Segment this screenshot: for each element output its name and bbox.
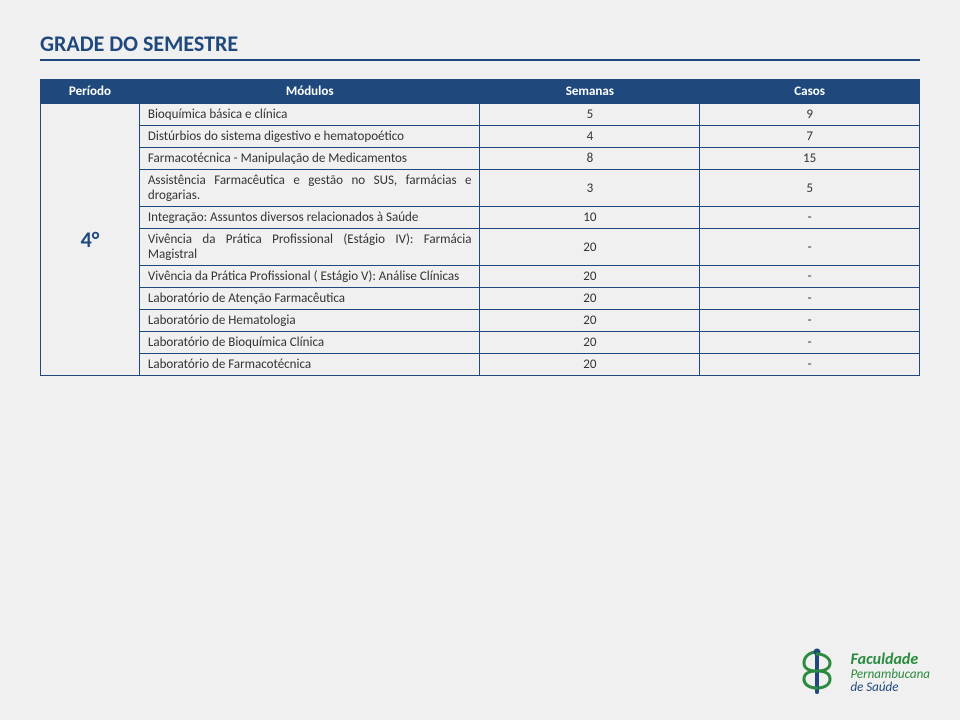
casos-cell: 15 xyxy=(700,148,920,170)
table-row: Laboratório de Atenção Farmacêutica 20 - xyxy=(41,288,920,310)
col-casos: Casos xyxy=(700,80,920,104)
table-row: Vivência da Prática Profissional (Estági… xyxy=(41,229,920,266)
semanas-cell: 20 xyxy=(480,310,700,332)
casos-cell: 7 xyxy=(700,126,920,148)
module-cell: Laboratório de Farmacotécnica xyxy=(139,354,480,376)
table-row: Vivência da Prática Profissional ( Estág… xyxy=(41,266,920,288)
semanas-cell: 20 xyxy=(480,266,700,288)
semanas-cell: 8 xyxy=(480,148,700,170)
semanas-cell: 4 xyxy=(480,126,700,148)
semanas-cell: 20 xyxy=(480,332,700,354)
module-cell: Assistência Farmacêutica e gestão no SUS… xyxy=(139,170,480,207)
casos-cell: - xyxy=(700,354,920,376)
module-cell: Laboratório de Atenção Farmacêutica xyxy=(139,288,480,310)
institution-logo: Faculdade Pernambucana de Saúde xyxy=(794,648,930,698)
table-row: Laboratório de Farmacotécnica 20 - xyxy=(41,354,920,376)
module-cell: Bioquímica básica e clínica xyxy=(139,104,480,126)
semanas-cell: 20 xyxy=(480,229,700,266)
logo-line3: de Saúde xyxy=(850,681,930,694)
table-row: Assistência Farmacêutica e gestão no SUS… xyxy=(41,170,920,207)
casos-cell: - xyxy=(700,229,920,266)
casos-cell: - xyxy=(700,288,920,310)
semanas-cell: 20 xyxy=(480,354,700,376)
casos-cell: - xyxy=(700,332,920,354)
casos-cell: - xyxy=(700,310,920,332)
col-semanas: Semanas xyxy=(480,80,700,104)
col-modulos: Módulos xyxy=(139,80,480,104)
table-row: Farmacotécnica - Manipulação de Medicame… xyxy=(41,148,920,170)
table-row: Integração: Assuntos diversos relacionad… xyxy=(41,207,920,229)
semester-grade-table: Período Módulos Semanas Casos 4° Bioquím… xyxy=(40,79,920,376)
casos-cell: - xyxy=(700,266,920,288)
semanas-cell: 3 xyxy=(480,170,700,207)
casos-cell: 9 xyxy=(700,104,920,126)
table-row: Distúrbios do sistema digestivo e hemato… xyxy=(41,126,920,148)
casos-cell: 5 xyxy=(700,170,920,207)
table-row: Laboratório de Bioquímica Clínica 20 - xyxy=(41,332,920,354)
module-cell: Vivência da Prática Profissional ( Estág… xyxy=(139,266,480,288)
module-cell: Farmacotécnica - Manipulação de Medicame… xyxy=(139,148,480,170)
caduceus-icon xyxy=(794,648,840,698)
logo-text: Faculdade Pernambucana de Saúde xyxy=(850,652,930,694)
col-periodo: Período xyxy=(41,80,140,104)
module-cell: Integração: Assuntos diversos relacionad… xyxy=(139,207,480,229)
table-row: Laboratório de Hematologia 20 - xyxy=(41,310,920,332)
module-cell: Distúrbios do sistema digestivo e hemato… xyxy=(139,126,480,148)
semanas-cell: 5 xyxy=(480,104,700,126)
logo-line1: Faculdade xyxy=(850,652,930,668)
period-cell: 4° xyxy=(41,104,140,376)
semanas-cell: 20 xyxy=(480,288,700,310)
casos-cell: - xyxy=(700,207,920,229)
section-title: GRADE DO SEMESTRE xyxy=(40,30,920,61)
semanas-cell: 10 xyxy=(480,207,700,229)
table-row: 4° Bioquímica básica e clínica 5 9 xyxy=(41,104,920,126)
module-cell: Laboratório de Bioquímica Clínica xyxy=(139,332,480,354)
module-cell: Vivência da Prática Profissional (Estági… xyxy=(139,229,480,266)
module-cell: Laboratório de Hematologia xyxy=(139,310,480,332)
